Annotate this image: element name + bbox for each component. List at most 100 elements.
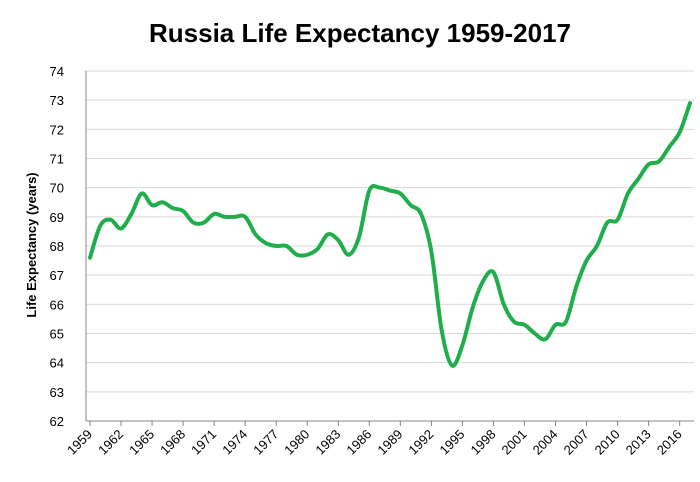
- data-point: [472, 307, 473, 308]
- y-axis-label: Life Expectancy (years): [24, 172, 39, 317]
- data-point: [369, 190, 370, 191]
- data-point: [152, 205, 153, 206]
- y-tick-label: 64: [50, 356, 64, 371]
- x-tick-label: 2007: [561, 427, 592, 458]
- y-tick-label: 73: [50, 93, 64, 108]
- x-tick-label: 2010: [592, 427, 623, 458]
- x-tick-label: 1968: [157, 427, 188, 458]
- y-tick-label: 66: [50, 297, 64, 312]
- data-point: [224, 216, 225, 217]
- data-point: [90, 257, 91, 258]
- series-line: [88, 101, 692, 368]
- y-tick-label: 62: [50, 414, 64, 429]
- data-point: [183, 211, 184, 212]
- y-tick-label: 63: [50, 385, 64, 400]
- data-point: [576, 286, 577, 287]
- data-point: [379, 187, 380, 188]
- data-point: [348, 254, 349, 255]
- data-point: [255, 234, 256, 235]
- data-point: [638, 178, 639, 179]
- x-tick-label: 1980: [281, 427, 312, 458]
- data-point: [390, 190, 391, 191]
- data-point: [327, 234, 328, 235]
- x-tick-label: 1986: [343, 427, 374, 458]
- data-point: [503, 304, 504, 305]
- x-tick-label: 1971: [188, 427, 219, 458]
- data-point: [410, 205, 411, 206]
- data-point: [276, 246, 277, 247]
- data-point: [400, 193, 401, 194]
- data-point: [286, 246, 287, 247]
- x-tick-label: 2001: [499, 427, 530, 458]
- data-point: [431, 251, 432, 252]
- y-tick-label: 68: [50, 239, 64, 254]
- y-tick-label: 70: [50, 181, 64, 196]
- data-point: [317, 248, 318, 249]
- x-tick-label: 1962: [95, 427, 126, 458]
- data-point: [596, 246, 597, 247]
- y-tick-label: 67: [50, 268, 64, 283]
- data-point: [648, 164, 649, 165]
- y-tick-label: 65: [50, 327, 64, 342]
- data-point: [565, 321, 566, 322]
- x-tick-label: 1983: [312, 427, 343, 458]
- data-point: [524, 324, 525, 325]
- x-tick-label: 2016: [654, 427, 685, 458]
- data-point: [234, 216, 235, 217]
- data-point: [245, 216, 246, 217]
- data-point: [141, 193, 142, 194]
- y-tick-label: 74: [50, 64, 64, 79]
- data-point: [462, 345, 463, 346]
- data-point: [110, 219, 111, 220]
- data-point: [617, 219, 618, 220]
- chart-title: Russia Life Expectancy 1959-2017: [149, 18, 571, 48]
- data-point: [131, 213, 132, 214]
- data-point: [193, 222, 194, 223]
- axes: [85, 71, 694, 426]
- gridlines: [86, 70, 694, 393]
- data-point: [690, 103, 691, 104]
- y-tick-label: 72: [50, 122, 64, 137]
- data-point: [679, 132, 680, 133]
- data-point: [265, 243, 266, 244]
- data-point: [307, 254, 308, 255]
- data-point: [452, 365, 453, 366]
- data-point: [607, 222, 608, 223]
- x-tick-labels: 1959 1962 1965 1968 1971 1974 1977 1980 1983 1986…: [64, 427, 685, 458]
- data-point: [545, 339, 546, 340]
- x-tick-label: 1959: [64, 427, 95, 458]
- data-point: [296, 254, 297, 255]
- x-tick-label: 1977: [250, 427, 281, 458]
- y-tick-label: 69: [50, 210, 64, 225]
- data-point: [534, 333, 535, 334]
- x-tick-label: 2013: [623, 427, 654, 458]
- x-tick-label: 1974: [219, 427, 250, 458]
- data-point: [658, 161, 659, 162]
- data-point: [100, 225, 101, 226]
- data-point: [338, 240, 339, 241]
- data-point: [514, 321, 515, 322]
- data-point: [669, 146, 670, 147]
- data-point: [627, 193, 628, 194]
- data-point: [172, 208, 173, 209]
- x-tick-label: 1995: [436, 427, 467, 458]
- data-point: [483, 281, 484, 282]
- data-point: [421, 213, 422, 214]
- data-point: [162, 202, 163, 203]
- x-tick-label: 1989: [374, 427, 405, 458]
- data-point: [493, 272, 494, 273]
- data-point: [358, 237, 359, 238]
- x-tick-label: 1998: [468, 427, 499, 458]
- data-point: [203, 222, 204, 223]
- data-point: [555, 324, 556, 325]
- data-point: [441, 330, 442, 331]
- x-tick-label: 1965: [126, 427, 157, 458]
- y-tick-labels: 62 63 64 65 66 67 68 69 70 71 72 73 74: [50, 64, 64, 429]
- data-point: [121, 228, 122, 229]
- data-point: [586, 260, 587, 261]
- x-tick-label: 1992: [405, 427, 436, 458]
- x-tick-label: 2004: [530, 427, 561, 458]
- y-tick-label: 71: [50, 152, 64, 167]
